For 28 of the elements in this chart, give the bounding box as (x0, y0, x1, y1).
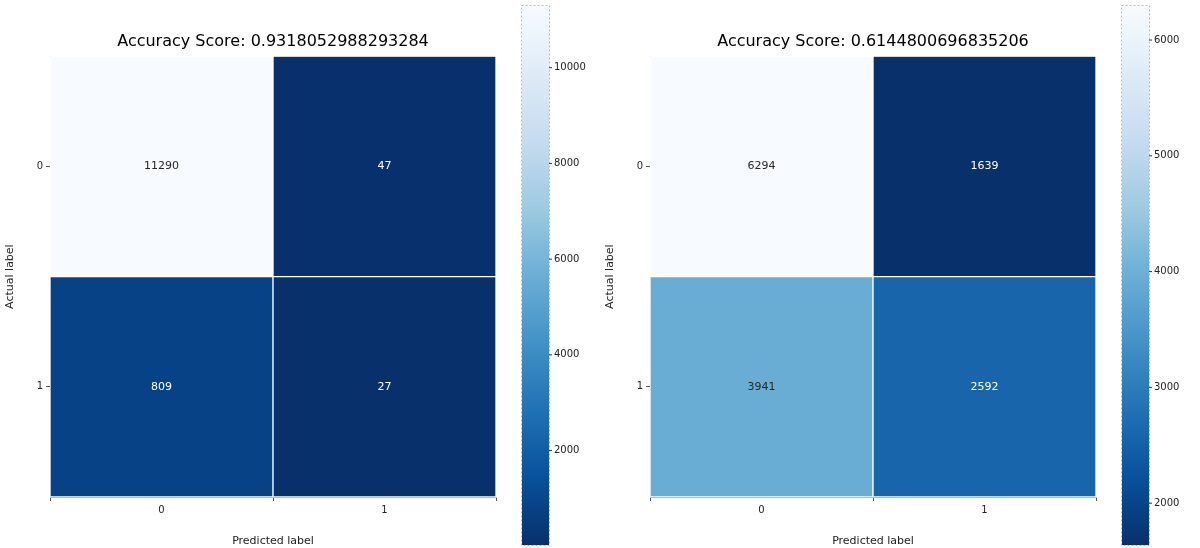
data-label: 6294 (747, 159, 776, 173)
color-bar-label: 6000 (1154, 33, 1180, 45)
y-axis-title: Actual label (603, 244, 617, 309)
chart-title: Accuracy Score: 0.9318052988293284 (117, 30, 429, 50)
data-label: 2592 (970, 379, 999, 393)
color-bar-label: 3000 (1154, 381, 1180, 392)
color-bar-label: 6000 (554, 252, 580, 264)
x-tick-label: 1 (381, 503, 388, 515)
y-axis-title: Actual label (3, 244, 17, 309)
color-bar-label: 8000 (554, 157, 580, 169)
data-label: 3941 (747, 379, 776, 393)
x-axis-title: Predicted label (832, 534, 914, 548)
color-bar-label: 10000 (554, 61, 586, 73)
color-bar-label: 2000 (1154, 496, 1180, 508)
data-label: 1639 (970, 159, 999, 173)
color-bar-label: 4000 (554, 348, 580, 360)
color-bar-label: 2000 (554, 444, 580, 456)
data-label: 27 (377, 379, 392, 393)
color-bar-label: 5000 (1154, 149, 1180, 161)
x-tick-label: 0 (158, 503, 165, 515)
x-axis-title: Predicted label (232, 534, 314, 548)
chart-title: Accuracy Score: 0.6144800696835206 (717, 30, 1029, 50)
color-bar-label: 4000 (1154, 265, 1180, 277)
x-tick-label: 1 (981, 503, 988, 515)
data-label: 11290 (144, 159, 179, 173)
data-label: 809 (151, 379, 172, 393)
data-label: 47 (377, 159, 392, 173)
x-tick-label: 0 (758, 503, 765, 515)
